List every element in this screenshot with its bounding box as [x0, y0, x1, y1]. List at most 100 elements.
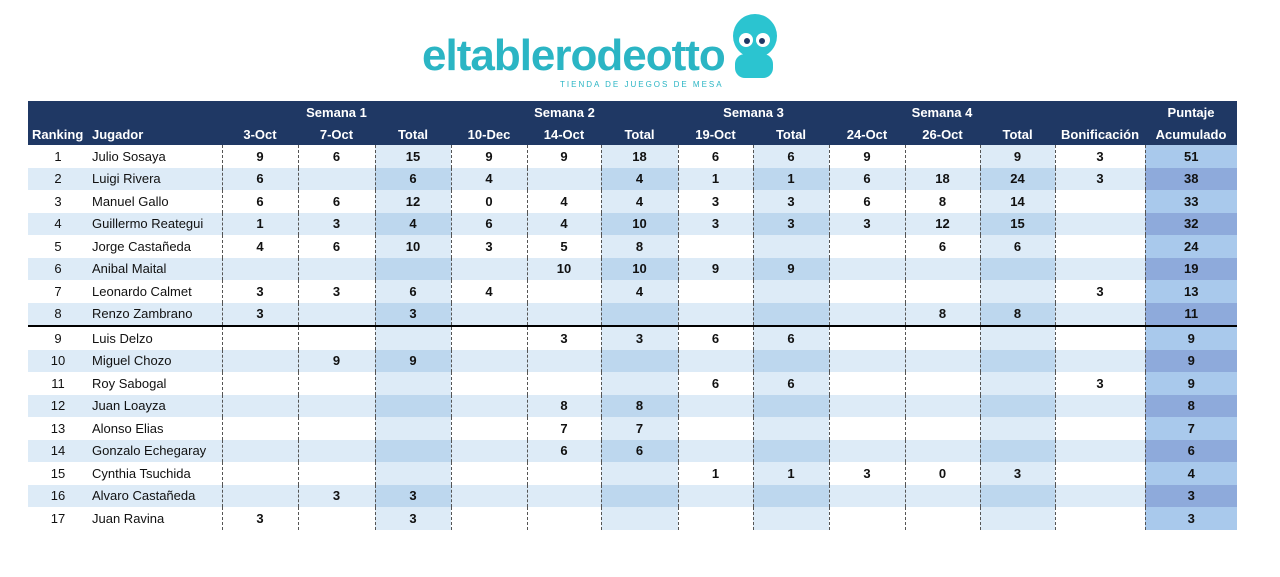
table-cell: 9 [1144, 372, 1238, 395]
table-cell [221, 394, 298, 417]
table-cell [677, 439, 753, 462]
table-cell [526, 167, 601, 190]
table-cell: 3 [979, 462, 1056, 485]
table-cell: 6 [374, 167, 451, 190]
table-cell: 4 [526, 212, 601, 235]
table-cell: 6 [677, 372, 753, 395]
table-cell: 24 [979, 167, 1056, 190]
table-cell: 3 [600, 326, 678, 350]
table-row: 1 Julio Sosaya 9 6 15 9 9 18 6 6 9 9 3 51 [28, 145, 1238, 168]
column-header: Jugador [88, 123, 222, 145]
table-cell [450, 302, 527, 327]
table-cell [828, 394, 906, 417]
table-cell [526, 372, 601, 395]
table-cell [828, 507, 906, 530]
table-cell: 6 [1144, 439, 1238, 462]
table-cell: 3 [752, 212, 830, 235]
table-cell: 10 [28, 349, 88, 372]
table-cell [450, 462, 527, 485]
table-cell: 3 [297, 280, 375, 303]
table-cell: Renzo Zambrano [88, 302, 222, 327]
table-cell [904, 326, 981, 350]
table-row: 3 Manuel Gallo 6 6 12 0 4 4 3 3 6 8 14 33 [28, 190, 1238, 213]
table-cell [677, 235, 753, 258]
table-cell: 18 [904, 167, 981, 190]
table-cell [450, 326, 527, 350]
table-cell: Juan Loayza [88, 394, 222, 417]
table-cell [1054, 302, 1146, 327]
table-cell [526, 280, 601, 303]
table-cell [904, 439, 981, 462]
table-cell: Miguel Chozo [88, 349, 222, 372]
column-header: Total [601, 123, 678, 145]
table-cell: 15 [374, 145, 451, 168]
table-cell [297, 326, 375, 350]
table-cell [904, 257, 981, 280]
column-header: Total [753, 123, 830, 145]
header-groups: Semana 1 Semana 2 Semana 3 Semana 4 Punt… [28, 101, 1238, 123]
table-cell [374, 462, 451, 485]
table-cell: Anibal Maital [88, 257, 222, 280]
table-cell [979, 372, 1056, 395]
brand: eltablerodeotto [422, 31, 725, 80]
table-cell: Alonso Elias [92, 420, 164, 436]
table-cell: 51 [1144, 145, 1238, 168]
table-cell: 7 [526, 417, 601, 440]
table-cell: 6 [600, 439, 678, 462]
table-cell: 3 [54, 193, 62, 209]
table-cell [526, 302, 601, 327]
table-cell: 3 [374, 484, 451, 507]
column-header: Ranking [28, 123, 88, 145]
table-cell: 6 [752, 326, 830, 350]
table-cell: 3 [221, 507, 298, 530]
table-cell [979, 507, 1056, 530]
table-cell [221, 417, 298, 440]
table-cell [1054, 190, 1146, 213]
table-cell: 6 [752, 145, 830, 168]
tagline: TIENDA DE JUEGOS DE MESA [560, 80, 724, 89]
table-cell: 10 [526, 257, 601, 280]
column-header: 19-Oct [678, 123, 753, 145]
table-cell [828, 349, 906, 372]
table-cell: 9 [526, 145, 601, 168]
table-cell [904, 417, 981, 440]
table-cell: 3 [677, 190, 753, 213]
table-cell: Roy Sabogal [92, 375, 167, 391]
table-cell [752, 507, 830, 530]
table-cell: 4 [374, 212, 451, 235]
table-cell: 6 [752, 372, 830, 395]
table-cell: Julio Sosaya [92, 148, 166, 164]
table-cell: 3 [374, 507, 451, 530]
column-header: 24-Oct [829, 123, 906, 145]
table-cell [828, 439, 906, 462]
table-cell: 38 [1144, 167, 1238, 190]
table-cell [677, 280, 753, 303]
table-row: 4 Guillermo Reategui 1 3 4 6 4 10 3 3 3 12 15 32 [28, 212, 1238, 235]
table-cell [1054, 349, 1146, 372]
table-cell [677, 302, 753, 327]
table-cell [752, 417, 830, 440]
table-cell [374, 372, 451, 395]
table-cell: 2 [28, 167, 88, 190]
table-cell [600, 349, 678, 372]
table-cell: 16 [28, 484, 88, 507]
table-cell: 1 [752, 462, 830, 485]
table-cell [752, 439, 830, 462]
table-cell: 1 [677, 462, 753, 485]
table-cell: 19 [1144, 257, 1238, 280]
table-cell [297, 507, 375, 530]
table-cell [221, 326, 298, 350]
table-cell [374, 326, 451, 350]
table-cell: 6 [979, 235, 1056, 258]
table-cell: 1 [54, 148, 62, 164]
table-cell [374, 439, 451, 462]
column-header: 26-Oct [905, 123, 981, 145]
table-cell [526, 484, 601, 507]
table-cell: 1 [677, 167, 753, 190]
table-cell [297, 167, 375, 190]
table-cell: 6 [221, 167, 298, 190]
table-cell: 1 [221, 212, 298, 235]
table-cell: 8 [526, 394, 601, 417]
table-cell [904, 145, 981, 168]
table-cell: 4 [526, 190, 601, 213]
